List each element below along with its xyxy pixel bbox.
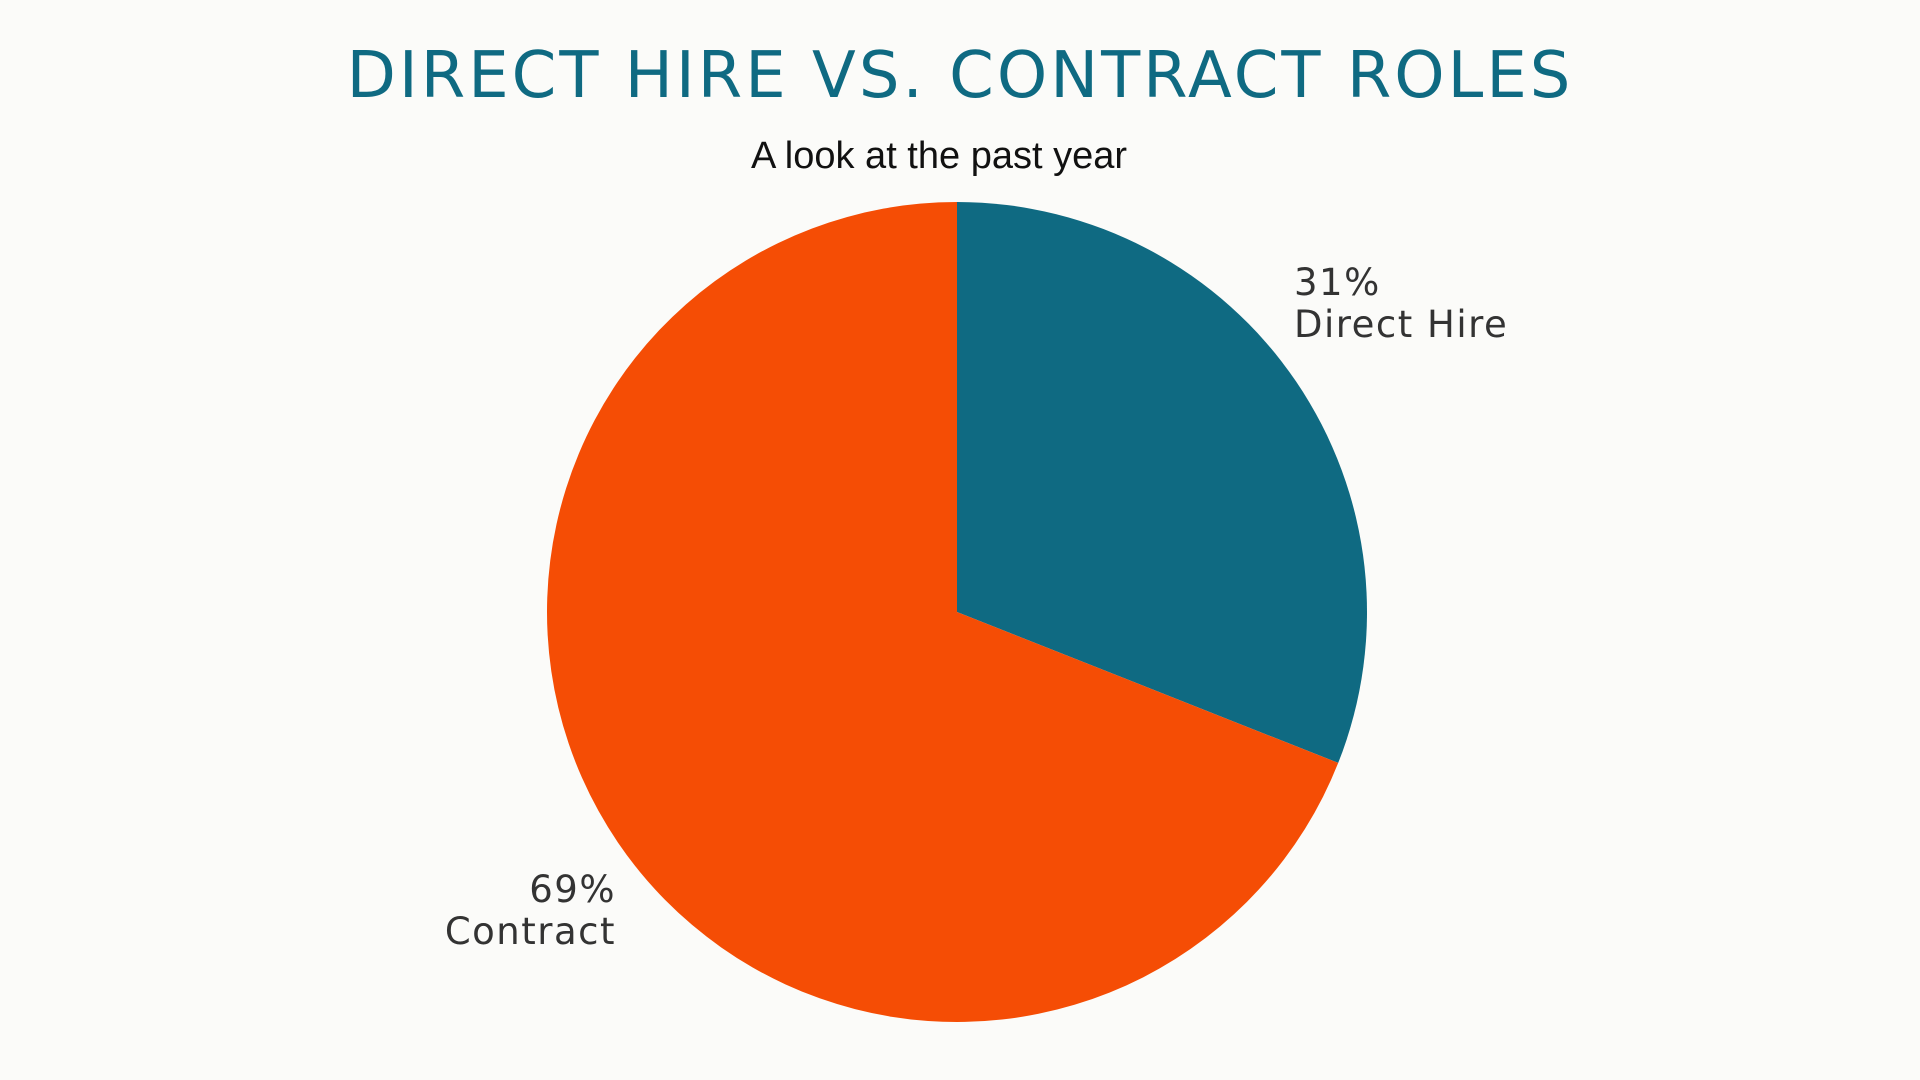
slice-category-label-contract: Contract bbox=[445, 910, 616, 953]
chart-title: DIRECT HIRE VS. CONTRACT ROLES bbox=[346, 39, 1574, 113]
slice-percent-label-contract: 69% bbox=[529, 868, 616, 911]
slice-percent-label-direct-hire: 31% bbox=[1294, 261, 1381, 304]
pie-slice-contract bbox=[547, 202, 1339, 1022]
pie-slice-direct-hire bbox=[957, 202, 1367, 763]
chart-subtitle: A look at the past year bbox=[750, 135, 1127, 177]
slice-category-label-direct-hire: Direct Hire bbox=[1294, 303, 1508, 346]
